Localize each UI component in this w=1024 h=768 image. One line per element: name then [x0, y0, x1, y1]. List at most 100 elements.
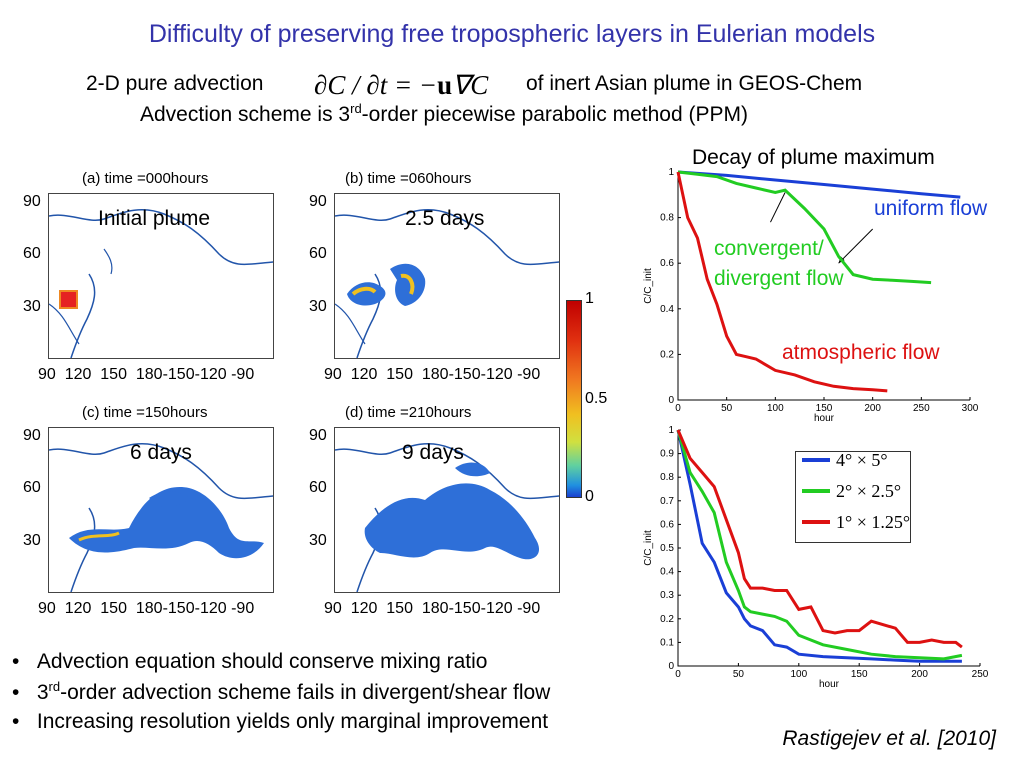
- chart1-annotation-atmospheric: atmospheric flow: [782, 341, 940, 364]
- chart1-annotation-divergent: divergent flow: [714, 267, 844, 290]
- x-tick-label: 300: [962, 403, 979, 414]
- chart1-annotation-uniform: uniform flow: [874, 197, 988, 220]
- series-line-1: [676, 429, 963, 661]
- equation-part-b: ∇C: [452, 70, 489, 100]
- equation-part-a: ∂C / ∂t = −: [314, 70, 438, 100]
- y-tick-label: 0: [668, 661, 674, 672]
- subtitle-part-b: of inert Asian plume in GEOS-Chem: [526, 72, 863, 95]
- subtitle-scheme-pre: Advection scheme is 3: [140, 103, 351, 126]
- x-tick-label: 50: [721, 403, 733, 414]
- map-b-label: 2.5 days: [405, 207, 485, 230]
- map-c-label: 6 days: [130, 441, 192, 464]
- x-tick-label: 150: [851, 669, 868, 680]
- subtitle-part-a: 2-D pure advection: [86, 72, 264, 95]
- legend-label-2x2.5: 2° × 2.5°: [836, 481, 902, 501]
- legend-swatch-red: [802, 520, 830, 524]
- map-d-figure: [335, 442, 559, 592]
- y-tick-label: 0.4: [660, 567, 674, 578]
- map-b-ytick: 60: [309, 245, 327, 262]
- series-line-1: [677, 170, 932, 285]
- subtitle-scheme-post: -order piecewise parabolic method (PPM): [361, 103, 748, 126]
- x-tick-label: 200: [911, 669, 928, 680]
- x-tick-label: 100: [790, 669, 807, 680]
- map-d-ytick: 30: [309, 532, 327, 549]
- legend-label-4x5: 4° × 5°: [836, 450, 888, 470]
- y-tick-label: 0.9: [660, 449, 674, 460]
- y-tick-label: 0.6: [660, 258, 674, 269]
- bullet-item: • 3rd-order advection scheme fails in di…: [12, 679, 551, 704]
- legend-label-1x1.25: 1° × 1.25°: [836, 512, 911, 532]
- y-tick-label: 0.5: [660, 543, 674, 554]
- y-axis-label: C/C_init: [643, 268, 654, 304]
- colorbar-tick: 0.5: [585, 390, 608, 407]
- map-b-ytick: 90: [309, 193, 327, 210]
- map-panel-c: [48, 427, 274, 593]
- y-tick-label: 0.3: [660, 590, 674, 601]
- map-c-ytick: 90: [23, 427, 41, 444]
- slide-title: Difficulty of preserving free tropospher…: [148, 20, 876, 48]
- chart1-annotation-convergent: convergent/: [714, 237, 824, 260]
- map-a-ytick: 90: [23, 193, 41, 210]
- series-line-2: [676, 171, 888, 393]
- map-panel-b: [334, 193, 560, 359]
- map-c-ytick: 60: [23, 479, 41, 496]
- y-tick-label: 0.6: [660, 519, 674, 530]
- map-a-label: Initial plume: [98, 207, 211, 230]
- map-panel-a: [48, 193, 274, 359]
- map-a-ytick: 60: [23, 245, 41, 262]
- map-c-title: (c) time =150hours: [82, 404, 208, 421]
- advection-equation: ∂C / ∂t = −u∇C: [314, 70, 488, 101]
- map-c-ytick: 30: [23, 532, 41, 549]
- bullet-list: • Advection equation should conserve mix…: [12, 650, 550, 734]
- series-line-0: [677, 170, 961, 199]
- x-tick-label: 200: [864, 403, 881, 414]
- map-d-ytick: 90: [309, 427, 327, 444]
- map-a-figure: [49, 208, 273, 358]
- colorbar-tick: 0: [585, 488, 594, 505]
- y-tick-label: 1: [668, 425, 674, 436]
- x-tick-label: 150: [816, 403, 833, 414]
- bullet-item: • Increasing resolution yields only marg…: [12, 710, 549, 733]
- map-b-title: (b) time =060hours: [345, 170, 472, 187]
- colorbar: [566, 300, 582, 498]
- x-axis-label: hour: [814, 413, 835, 424]
- colorbar-tick: 1: [585, 290, 594, 307]
- map-b-figure: [335, 208, 559, 358]
- map-b-ytick: 30: [309, 298, 327, 315]
- map-panel-d: [334, 427, 560, 593]
- x-axis-label: hour: [819, 679, 840, 690]
- x-tick-label: 50: [733, 669, 745, 680]
- chart2-legend: 4° × 5° 2° × 2.5° 1° × 1.25°: [795, 450, 911, 543]
- map-d-title: (d) time =210hours: [345, 404, 472, 421]
- x-tick-label: 250: [972, 669, 989, 680]
- y-tick-label: 0.2: [660, 349, 674, 360]
- chart2-svg: 0 0.1 0.2 0.3 0.4 0.5 0.6 0.7 0.8 0.9 1 0 50 100 150 20…: [643, 425, 989, 690]
- map-c-xticks: 90 120 150 180-150-120 -90: [38, 600, 255, 617]
- y-tick-label: 0.8: [660, 213, 674, 224]
- map-d-label: 9 days: [402, 441, 464, 464]
- map-b-xticks: 90 120 150 180-150-120 -90: [324, 366, 541, 383]
- y-tick-label: 0: [668, 395, 674, 406]
- y-tick-label: 0.4: [660, 304, 674, 315]
- legend-swatch-green: [802, 489, 830, 493]
- chart1-svg: 0 0.2 0.4 0.6 0.8 1 0 50 100 150 200 250 300 hour C/C_…: [643, 167, 979, 424]
- y-tick-label: 1: [668, 167, 674, 178]
- map-a-xticks: 90 120 150 180-150-120 -90: [38, 366, 255, 383]
- y-tick-label: 0.7: [660, 496, 674, 507]
- map-a-ytick: 30: [23, 298, 41, 315]
- y-axis-label: C/C_init: [643, 530, 654, 566]
- y-tick-label: 0.1: [660, 637, 674, 648]
- x-tick-label: 250: [913, 403, 930, 414]
- x-tick-label: 0: [675, 403, 681, 414]
- series-line-0: [676, 429, 962, 663]
- map-a-title: (a) time =000hours: [82, 170, 209, 187]
- subtitle-scheme-sup: rd: [350, 101, 362, 116]
- map-c-figure: [49, 442, 273, 592]
- legend-swatch-blue: [802, 458, 830, 462]
- annotation-arrow: [838, 228, 874, 264]
- x-tick-label: 0: [675, 669, 681, 680]
- series-line-2: [676, 429, 963, 649]
- map-d-ytick: 60: [309, 479, 327, 496]
- annotation-arrow: [770, 192, 786, 223]
- map-d-xticks: 90 120 150 180-150-120 -90: [324, 600, 541, 617]
